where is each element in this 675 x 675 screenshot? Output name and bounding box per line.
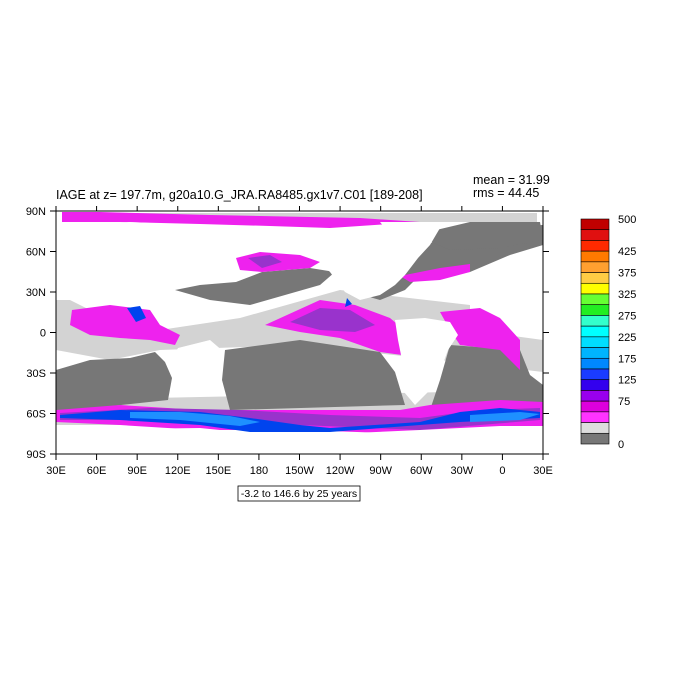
- colorbar-swatch: [580, 250, 610, 263]
- colorbar-label: 225: [618, 332, 636, 344]
- lon-tick-label: 0: [499, 465, 505, 477]
- lat-tick-label: 60S: [26, 409, 46, 421]
- colorbar-swatch: [580, 293, 610, 306]
- colorbar-label: 500: [618, 214, 636, 226]
- colorbar-label: 175: [618, 353, 636, 365]
- colorbar-swatch: [580, 432, 610, 445]
- colorbar-swatch: [580, 229, 610, 241]
- colorbar-swatch: [580, 272, 610, 284]
- colorbar-swatch: [580, 282, 610, 295]
- lat-tick-label: 0: [40, 328, 46, 340]
- colorbar-swatch: [580, 304, 610, 316]
- map-plot: [55, 210, 544, 455]
- range-note-text: -3.2 to 146.6 by 25 years: [241, 488, 357, 500]
- lon-tick-label: 30E: [533, 465, 553, 477]
- colorbar-swatch: [580, 336, 610, 348]
- lon-tick-label: 60E: [87, 465, 107, 477]
- lon-tick-label: 120E: [165, 465, 191, 477]
- colorbar-swatch: [580, 422, 610, 434]
- lon-tick-label: 90E: [127, 465, 147, 477]
- lat-tick-label: 30S: [26, 368, 46, 380]
- colorbar: 500 425 375 325 275 225 175 125 75 0: [580, 214, 636, 451]
- colorbar-swatch: [580, 368, 610, 381]
- lon-tick-label: 180: [250, 465, 268, 477]
- colorbar-label: 275: [618, 310, 636, 322]
- colorbar-swatch: [580, 400, 610, 413]
- colorbar-label: 0: [618, 439, 624, 451]
- lat-tick-label: 30N: [26, 287, 46, 299]
- colorbar-label: 325: [618, 289, 636, 301]
- plot-title: IAGE at z= 197.7m, g20a10.G_JRA.RA8485.g…: [56, 188, 423, 202]
- rms-stat: rms = 44.45: [473, 186, 539, 200]
- colorbar-label: 75: [618, 396, 630, 408]
- range-note: -3.2 to 146.6 by 25 years: [237, 485, 361, 502]
- lon-tick-label: 60W: [410, 465, 433, 477]
- land-masses: [56, 222, 543, 454]
- lon-tick-label: 150W: [285, 465, 314, 477]
- colorbar-swatch: [580, 240, 610, 252]
- colorbar-swatch: [580, 379, 610, 391]
- lon-tick-label: 90W: [369, 465, 392, 477]
- colorbar-swatch: [580, 411, 610, 423]
- latitude-axis: 90N 60N 30N 0 30S 60S 90S: [26, 206, 549, 461]
- colorbar-swatch: [580, 325, 610, 338]
- mean-stat: mean = 31.99: [473, 173, 550, 187]
- lat-tick-label: 60N: [26, 247, 46, 259]
- colorbar-swatch: [580, 357, 610, 370]
- lon-tick-label: 30W: [451, 465, 474, 477]
- colorbar-swatch: [580, 315, 610, 327]
- colorbar-label: 375: [618, 268, 636, 280]
- lat-tick-label: 90N: [26, 206, 46, 218]
- colorbar-swatch: [580, 390, 610, 402]
- lat-tick-label: 90S: [26, 449, 46, 461]
- gray-ocean-basins: [56, 222, 543, 412]
- lon-tick-label: 120W: [326, 465, 355, 477]
- lon-tick-label: 150E: [205, 465, 231, 477]
- range-note-box: [237, 485, 361, 502]
- longitude-axis: 30E 60E 90E 120E 150E 180 150W 120W 90W 60W 30W 0 30…: [46, 206, 553, 477]
- colorbar-label: 425: [618, 246, 636, 258]
- cyan-regions: [130, 412, 540, 426]
- lon-tick-label: 30E: [46, 465, 66, 477]
- colorbar-swatch: [580, 261, 610, 273]
- colorbar-swatch: [580, 347, 610, 359]
- colorbar-swatch: [580, 218, 610, 231]
- colorbar-label: 125: [618, 375, 636, 387]
